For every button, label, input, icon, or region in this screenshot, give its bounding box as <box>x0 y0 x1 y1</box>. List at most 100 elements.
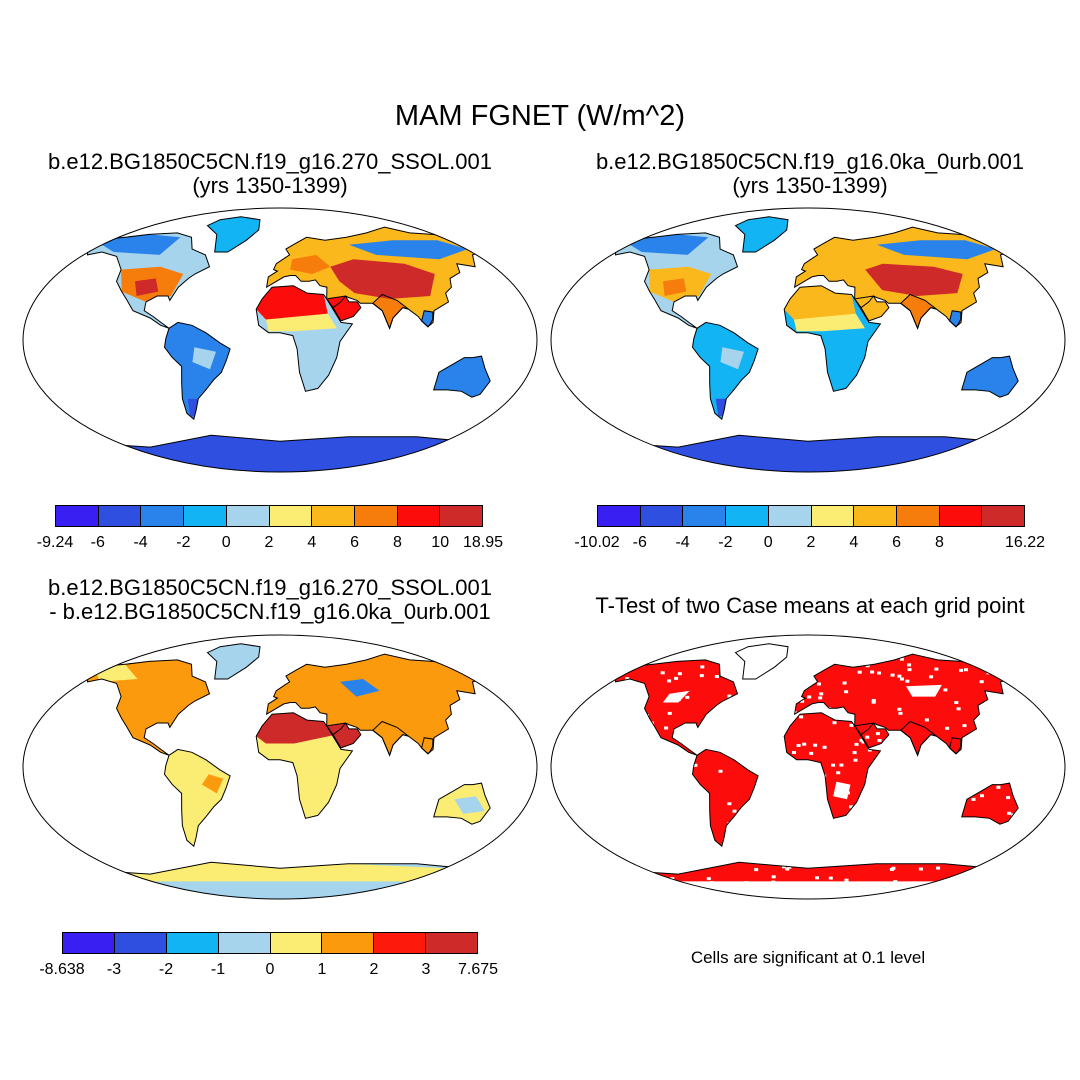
nonsignificant-cell <box>592 676 596 679</box>
nonsignificant-cell <box>687 729 692 732</box>
nonsignificant-cell <box>924 718 929 722</box>
nonsignificant-cell <box>627 840 632 844</box>
nonsignificant-cell <box>871 700 876 704</box>
nonsignificant-cell <box>591 651 595 654</box>
colorbar-tick-label: 2 <box>369 961 379 978</box>
nonsignificant-cell <box>1006 796 1011 800</box>
nonsignificant-cell <box>844 690 849 694</box>
nonsignificant-cell <box>872 655 877 659</box>
value-region <box>330 259 435 299</box>
nonsignificant-cell <box>636 898 641 899</box>
nonsignificant-cell <box>679 760 684 763</box>
colorbar-tick-label: 4 <box>849 534 859 551</box>
nonsignificant-cell <box>868 649 873 652</box>
nonsignificant-cell <box>1048 868 1052 871</box>
nonsignificant-cell <box>566 737 570 740</box>
significance-note: Cells are significant at 0.1 level <box>690 948 926 967</box>
nonsignificant-cell <box>803 657 808 661</box>
nonsignificant-cell <box>728 895 733 899</box>
nonsignificant-cell <box>829 646 833 650</box>
nonsignificant-cell <box>802 742 807 746</box>
value-region <box>720 347 744 370</box>
nonsignificant-cell <box>620 712 625 716</box>
nonsignificant-cell <box>1016 660 1019 664</box>
nonsignificant-cell <box>730 726 735 730</box>
nonsignificant-cell <box>723 883 728 887</box>
nonsignificant-cell <box>870 670 875 674</box>
colorbar-tick-label: 8 <box>392 534 402 551</box>
nonsignificant-cell <box>766 780 770 784</box>
landmass-eurasia <box>266 654 489 756</box>
coastline-greenland <box>206 216 261 253</box>
nonsignificant-cell <box>771 650 776 654</box>
nonsignificant-cell <box>625 677 630 681</box>
nonsignificant-cell <box>599 830 603 833</box>
nonsignificant-cell <box>844 878 849 882</box>
nonsignificant-cell <box>1042 633 1046 636</box>
colorbar-tick-label: 16.22 <box>1004 534 1046 551</box>
nonsignificant-cell <box>776 733 781 737</box>
nonsignificant-cell <box>693 644 698 648</box>
value-region <box>784 285 856 320</box>
nonsignificant-cell <box>664 726 669 730</box>
nonsignificant-cell <box>786 694 791 698</box>
coastline-seasia <box>949 737 962 755</box>
nonsignificant-cell <box>563 796 567 799</box>
nonsignificant-cell <box>840 711 844 715</box>
nonsignificant-cell <box>667 711 672 715</box>
nonsignificant-cell <box>601 868 605 871</box>
nonsignificant-cell <box>617 827 622 831</box>
nonsignificant-cell <box>899 657 904 661</box>
panel-title-line1: b.e12.BG1850C5CN.f19_g16.270_SSOL.001 <box>48 149 492 174</box>
nonsignificant-cell <box>982 833 987 837</box>
nonsignificant-cell <box>1019 815 1023 818</box>
nonsignificant-cell <box>985 889 989 893</box>
nonsignificant-cell <box>778 780 783 784</box>
nonsignificant-cell <box>965 743 970 747</box>
nonsignificant-cell <box>595 802 599 805</box>
nonsignificant-cell <box>561 674 565 677</box>
nonsignificant-cell <box>792 751 796 754</box>
colorbar-tick-label: 18.95 <box>462 534 504 551</box>
landmass-australia <box>961 783 1019 825</box>
coastline-seasia <box>949 310 962 328</box>
coastline-india <box>900 293 937 330</box>
coastline-greenland <box>734 643 789 680</box>
nonsignificant-cell <box>792 695 797 699</box>
nonsignificant-cell <box>831 763 836 767</box>
landmass-greenland <box>735 216 788 252</box>
nonsignificant-cell <box>652 828 657 832</box>
nonsignificant-cell <box>744 881 749 885</box>
nonsignificant-cell <box>875 732 880 736</box>
colorbar-tick-label: 10 <box>431 534 450 551</box>
nonsignificant-cell <box>712 638 716 641</box>
colorbar-tick-label: 6 <box>892 534 902 551</box>
nonsignificant-cell <box>1055 680 1059 683</box>
world-map-ttest <box>550 633 1066 900</box>
colorbar-labels-diff: -8.638 -3 -2 -1 0 1 2 3 7.675 <box>39 961 498 983</box>
nonsignificant-cell <box>996 785 1001 789</box>
nonsignificant-cell <box>729 637 733 640</box>
nonsignificant-cell <box>673 888 678 892</box>
colorbar-swatch <box>218 933 271 953</box>
nonsignificant-cell <box>953 819 958 823</box>
nonsignificant-cell <box>902 822 907 826</box>
map-frame <box>22 634 538 900</box>
nonsignificant-cell <box>800 699 805 703</box>
nonsignificant-cell <box>989 834 994 838</box>
nonsignificant-cell <box>918 867 923 871</box>
nonsignificant-cell <box>879 808 884 812</box>
nonsignificant-cell <box>887 737 892 741</box>
colorbar-swatch <box>184 506 227 526</box>
coastline-seasia <box>421 737 434 755</box>
nonsignificant-cell <box>958 823 963 827</box>
nonsignificant-cell <box>914 636 918 639</box>
nonsignificant-cell <box>689 891 694 895</box>
nonsignificant-cell <box>766 692 771 696</box>
colorbar-swatch <box>63 933 115 953</box>
value-region <box>265 313 337 332</box>
nonsignificant-cell <box>1054 654 1058 657</box>
value-region <box>663 278 687 296</box>
nonsignificant-cell <box>964 668 968 672</box>
coastline-samerica <box>691 748 759 848</box>
